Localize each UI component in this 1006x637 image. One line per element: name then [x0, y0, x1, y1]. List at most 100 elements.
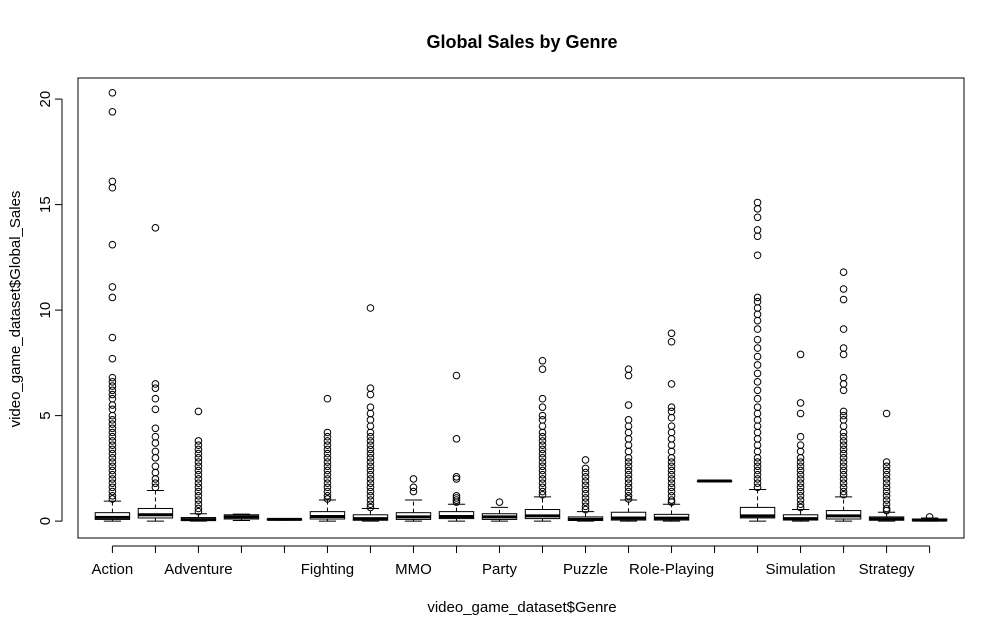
- outlier-point: [796, 409, 805, 418]
- outlier-point: [323, 454, 332, 462]
- outlier-point: [108, 390, 117, 399]
- genre-box: [567, 456, 604, 522]
- genre-box: [266, 517, 303, 521]
- outlier-point: [796, 491, 805, 500]
- outlier-point: [108, 466, 117, 475]
- outlier-point: [839, 295, 848, 304]
- outlier-point: [753, 462, 762, 471]
- y-tick-label: 20: [37, 91, 54, 108]
- genre-box: [653, 329, 690, 522]
- outlier-point: [538, 466, 547, 475]
- outlier-point: [667, 454, 676, 462]
- outlier-point: [538, 394, 547, 403]
- outlier-point: [366, 496, 375, 504]
- x-axis-label: video_game_dataset$Genre: [427, 599, 616, 616]
- outlier-point: [151, 483, 160, 492]
- genre-box: [524, 356, 561, 522]
- outlier-point: [452, 435, 461, 443]
- outlier-point: [323, 487, 332, 496]
- genre-box: [223, 513, 260, 521]
- outlier-point: [882, 479, 891, 487]
- outlier-point: [753, 293, 762, 302]
- outlier-point: [323, 394, 332, 403]
- outlier-point: [538, 449, 547, 458]
- outlier-point: [151, 224, 160, 232]
- outlier-point: [667, 466, 676, 475]
- outlier-point: [108, 283, 117, 291]
- iqr-box: [739, 506, 776, 519]
- iqr-box: [524, 509, 561, 520]
- outlier-point: [796, 475, 805, 483]
- outlier-point: [366, 462, 375, 471]
- outlier-point: [366, 487, 375, 496]
- outlier-point: [624, 462, 633, 471]
- outlier-point: [624, 487, 633, 496]
- outlier-point: [366, 432, 375, 441]
- outlier-point: [194, 470, 203, 479]
- outlier-point: [882, 504, 891, 513]
- outlier-point: [538, 437, 547, 445]
- outlier-point: [323, 495, 332, 503]
- outlier-point: [753, 251, 762, 260]
- outlier-point: [323, 428, 332, 437]
- plot-frame: [77, 77, 965, 539]
- genre-box: [94, 88, 131, 522]
- outlier-point: [753, 335, 762, 344]
- outlier-point: [667, 329, 676, 338]
- outlier-point: [194, 458, 203, 466]
- outlier-point: [839, 490, 848, 499]
- outlier-point: [667, 475, 676, 483]
- outlier-point: [194, 500, 203, 509]
- outlier-point: [194, 483, 203, 492]
- genre-box: [739, 198, 776, 522]
- outlier-point: [538, 470, 547, 479]
- outlier-point: [753, 466, 762, 475]
- outlier-point: [366, 390, 375, 399]
- genre-box: [395, 475, 432, 522]
- outlier-point: [581, 473, 590, 481]
- outlier-point: [667, 479, 676, 487]
- x-tick-label: Simulation: [766, 561, 836, 578]
- outlier-point: [151, 424, 160, 433]
- outlier-point: [624, 401, 633, 409]
- outlier-point: [796, 500, 805, 509]
- outlier-point: [151, 384, 160, 392]
- outlier-point: [753, 454, 762, 462]
- outlier-point: [323, 441, 332, 449]
- outlier-point: [882, 487, 891, 496]
- outlier-point: [839, 428, 848, 437]
- y-axis-label: video_game_dataset$Global_Sales: [7, 191, 24, 428]
- outlier-point: [108, 454, 117, 462]
- outlier-point: [839, 441, 848, 449]
- outlier-point: [194, 462, 203, 471]
- outlier-point: [839, 475, 848, 483]
- outlier-point: [839, 386, 848, 395]
- outlier-point: [882, 462, 891, 471]
- outlier-point: [581, 494, 590, 502]
- outlier-point: [882, 458, 891, 466]
- outlier-point: [839, 449, 848, 458]
- outlier-point: [151, 479, 160, 487]
- outlier-point: [538, 441, 547, 449]
- outlier-point: [538, 356, 547, 365]
- outlier-point: [882, 496, 891, 504]
- outlier-point: [796, 454, 805, 462]
- outlier-point: [151, 380, 160, 388]
- outlier-point: [108, 293, 117, 302]
- genre-box: [438, 371, 475, 522]
- outlier-point: [796, 470, 805, 479]
- outlier-point: [108, 416, 117, 424]
- outlier-point: [194, 479, 203, 487]
- genre-box: [825, 268, 862, 522]
- outlier-point: [667, 413, 676, 422]
- outlier-point: [882, 466, 891, 475]
- outlier-point: [194, 496, 203, 504]
- outlier-point: [538, 458, 547, 466]
- outlier-point: [452, 494, 461, 502]
- outlier-point: [108, 420, 117, 428]
- x-tick-label: Strategy: [859, 561, 915, 578]
- outlier-point: [194, 454, 203, 462]
- outlier-point: [839, 454, 848, 462]
- outlier-point: [323, 432, 332, 441]
